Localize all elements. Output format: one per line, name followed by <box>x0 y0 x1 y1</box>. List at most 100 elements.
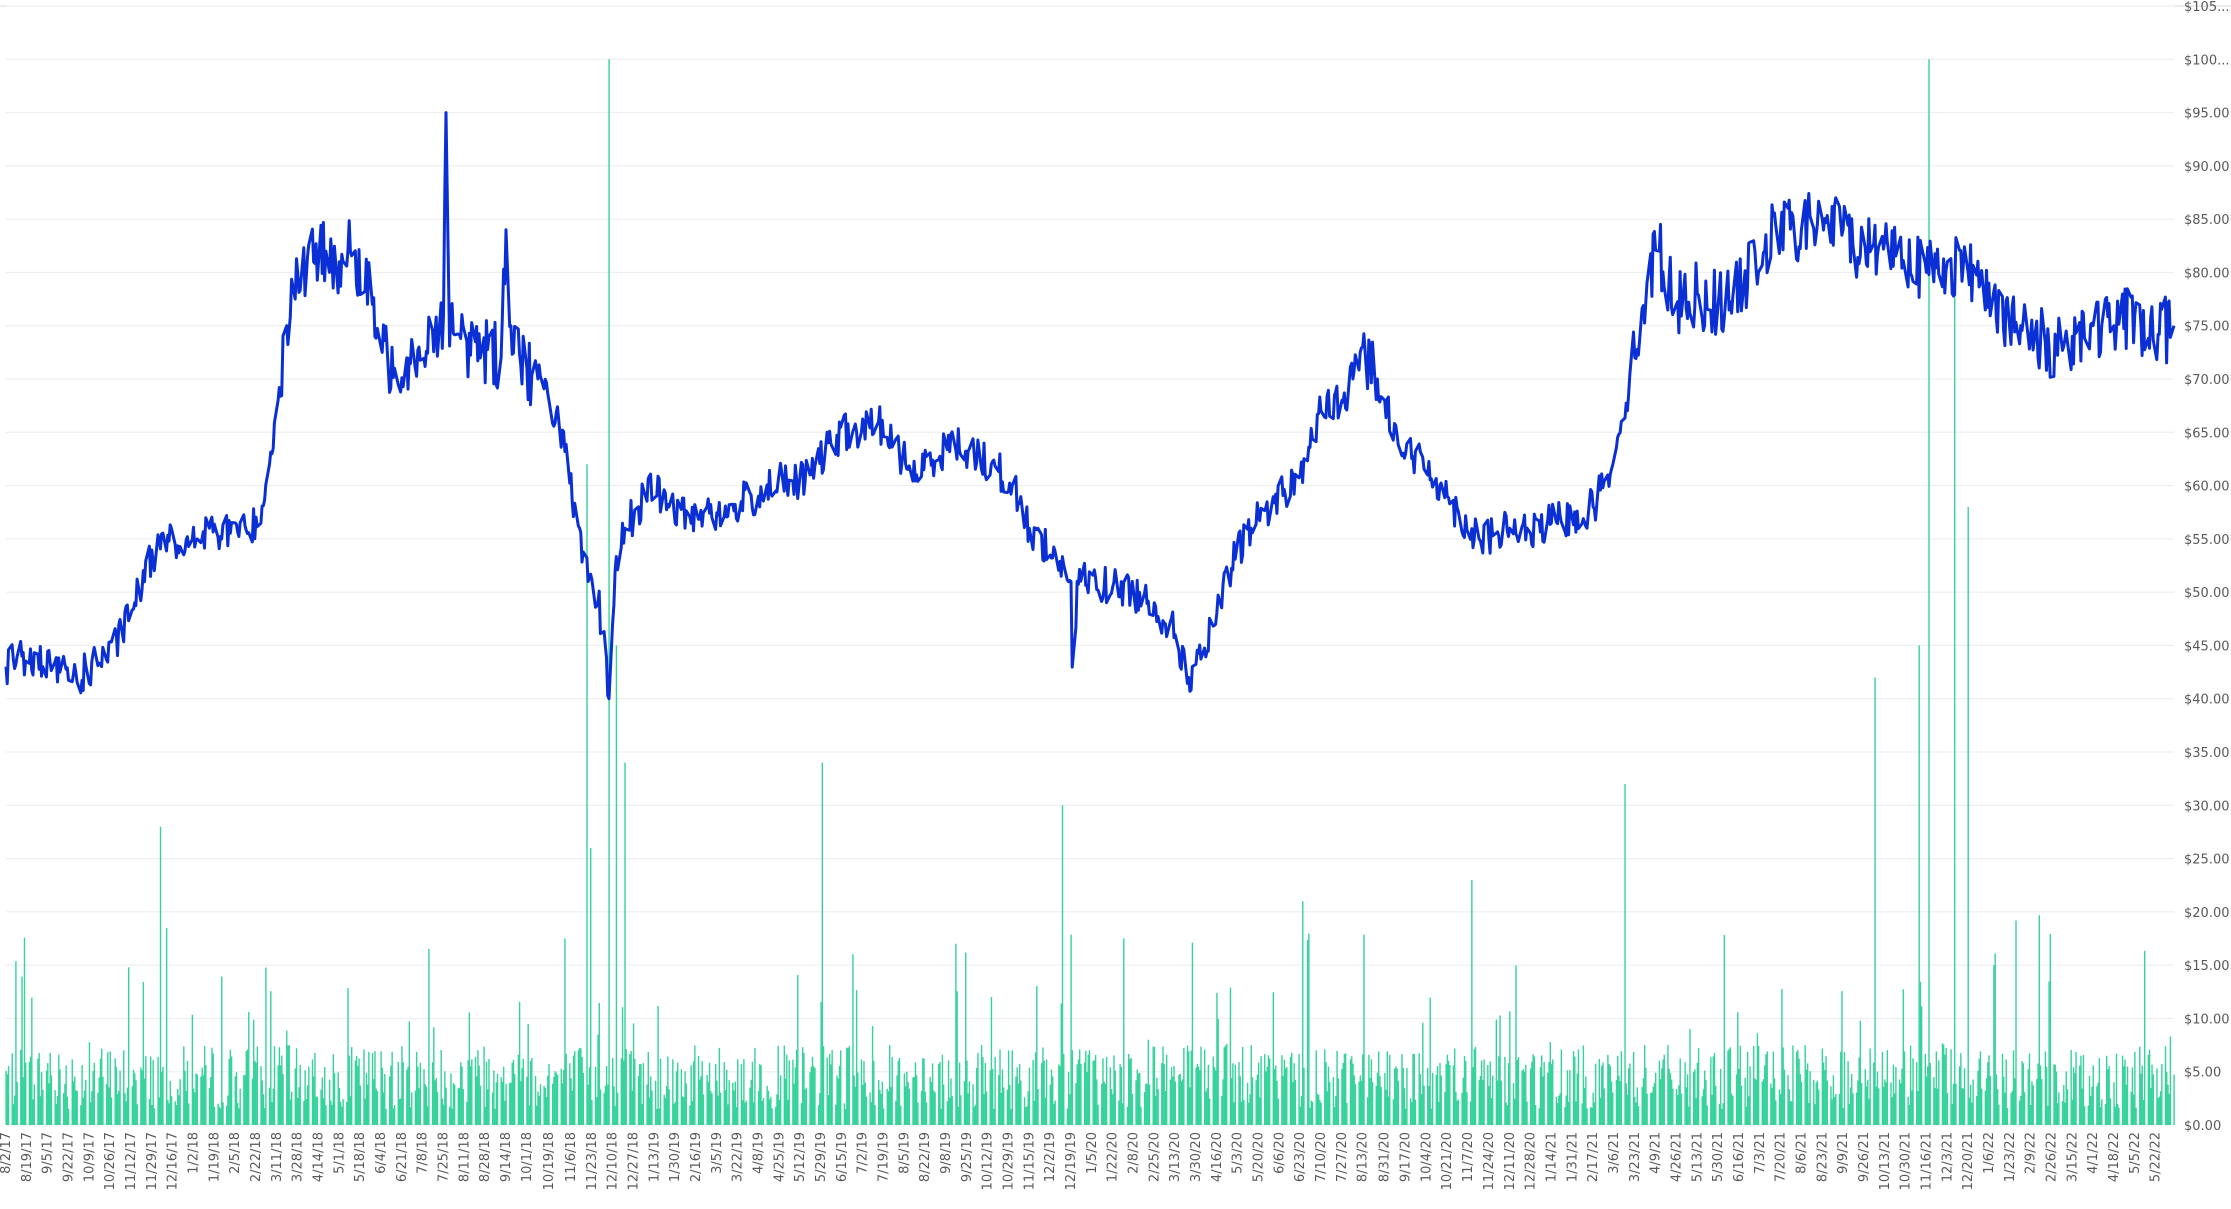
volume-bar <box>1273 1069 1276 1125</box>
volume-bar <box>1033 1100 1036 1125</box>
volume-bar <box>1781 989 1783 1125</box>
x-tick-label: 5/1/18 <box>332 1132 347 1174</box>
volume-bar <box>990 997 993 1125</box>
volume-bar <box>348 1055 350 1125</box>
volume-bar <box>814 1068 816 1125</box>
x-tick-label: 7/10/20 <box>1314 1132 1329 1182</box>
volume-bar <box>1170 1067 1173 1125</box>
volume-bar <box>700 1076 702 1125</box>
volume-bar <box>1257 1062 1260 1125</box>
volume-bar <box>998 1074 1000 1125</box>
volume-bar <box>689 1105 691 1125</box>
y-tick-label: $70.00 <box>2184 373 2230 388</box>
volume-bar <box>1739 1045 1741 1125</box>
volume-bar <box>1411 1101 1413 1125</box>
volume-bar <box>1593 1102 1596 1125</box>
volume-bar <box>2070 1050 2072 1125</box>
volume-bar <box>940 1108 942 1125</box>
volume-bar <box>158 1097 160 1125</box>
volume-bar <box>305 1098 308 1125</box>
x-tick-label: 2/9/22 <box>2024 1132 2039 1174</box>
volume-bar <box>1954 293 1956 1125</box>
volume-bar <box>398 1098 401 1125</box>
volume-bar <box>1370 1059 1373 1125</box>
volume-bar <box>1874 677 1876 1125</box>
volume-bar <box>1358 1081 1360 1125</box>
volume-bar <box>1346 1102 1348 1125</box>
volume-bar <box>2091 1086 2093 1125</box>
volume-bar <box>1455 1091 1457 1125</box>
volume-bar <box>54 1090 56 1125</box>
volume-bar <box>1591 1107 1593 1125</box>
volume-bar <box>2027 1069 2029 1125</box>
volume-bar <box>1585 1076 1587 1125</box>
volume-bar <box>1678 1085 1680 1125</box>
volume-bar <box>407 1066 409 1125</box>
x-tick-label: 1/30/19 <box>668 1132 683 1182</box>
volume-bar <box>466 1101 468 1125</box>
volume-bar <box>1164 1090 1167 1125</box>
volume-bar <box>1229 987 1232 1125</box>
volume-bar <box>1302 901 1304 1125</box>
volume-bar <box>786 1054 788 1125</box>
volume-bar <box>1080 1063 1082 1125</box>
volume-bar <box>1950 1049 1952 1125</box>
volume-bar <box>2152 1074 2154 1125</box>
volume-bar <box>844 1109 847 1125</box>
volume-bar <box>2161 1064 2163 1125</box>
volume-bar <box>381 1067 384 1125</box>
volume-bar <box>1757 1046 1760 1125</box>
volume-bar <box>694 1045 696 1125</box>
volume-bar <box>1083 1062 1086 1125</box>
x-tick-label: 11/23/18 <box>585 1132 600 1190</box>
volume-bar <box>1692 1071 1695 1125</box>
volume-bar <box>491 1092 494 1125</box>
volume-bar <box>1325 1062 1327 1125</box>
volume-bar <box>116 1093 119 1125</box>
volume-bar <box>510 1082 512 1125</box>
volume-bar <box>125 1101 127 1125</box>
volume-bar <box>1619 1081 1621 1125</box>
volume-bar <box>225 1105 228 1125</box>
volume-bar <box>929 1076 931 1125</box>
x-tick-label: 11/7/20 <box>1461 1132 1476 1182</box>
y-tick-label: $80.00 <box>2184 266 2230 281</box>
volume-bar <box>1462 1077 1464 1125</box>
volume-bar <box>983 1093 985 1125</box>
volume-bar <box>2010 1093 2012 1125</box>
volume-bar <box>75 1090 77 1125</box>
volume-bar <box>544 1087 547 1125</box>
volume-bar <box>450 1073 452 1125</box>
x-tick-label: 2/5/18 <box>228 1132 243 1174</box>
volume-bar <box>1333 1106 1336 1125</box>
volume-bar <box>1988 1055 1990 1125</box>
volume-bar <box>1487 1065 1489 1125</box>
volume-bar <box>1034 1052 1037 1125</box>
volume-bar <box>1826 1080 1828 1125</box>
volume-bar <box>2173 1074 2175 1125</box>
volume-bar <box>2142 1100 2145 1125</box>
volume-bar <box>1491 1075 1494 1125</box>
volume-bar <box>640 1064 642 1125</box>
volume-bar <box>1496 1080 1499 1125</box>
volume-bar <box>2158 1096 2161 1125</box>
volume-bar <box>1303 1067 1305 1125</box>
volume-bar <box>1498 1056 1500 1125</box>
volume-bar <box>1772 1051 1775 1125</box>
volume-bar <box>311 1059 314 1125</box>
volume-bar <box>803 1052 805 1125</box>
volume-bar <box>1465 1061 1467 1125</box>
volume-bar <box>1140 1106 1142 1125</box>
volume-bar <box>331 1104 333 1125</box>
volume-bar <box>390 1065 392 1125</box>
volume-bar <box>587 1084 589 1125</box>
volume-bar <box>1026 1106 1028 1125</box>
x-tick-label: 5/22/22 <box>2149 1132 2164 1182</box>
volume-bar <box>1791 1101 1793 1125</box>
x-tick-label: 12/16/17 <box>166 1132 181 1190</box>
volume-bar <box>1920 1006 1923 1125</box>
volume-bar <box>1156 1077 1158 1125</box>
volume-bar <box>1042 1047 1044 1125</box>
volume-bar <box>1113 1055 1115 1125</box>
volume-bar <box>2056 1103 2059 1125</box>
